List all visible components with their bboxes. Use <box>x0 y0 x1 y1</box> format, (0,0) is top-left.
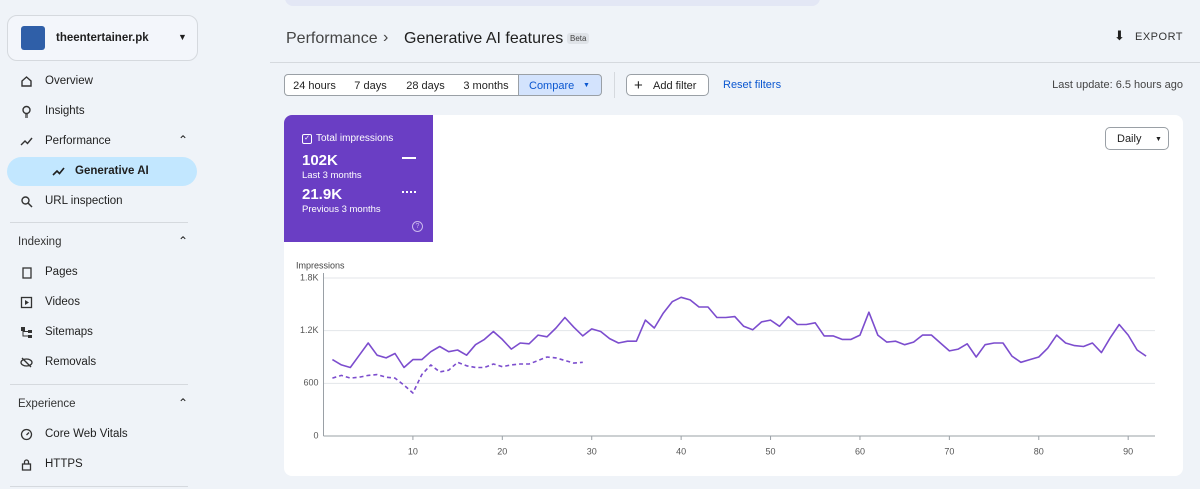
add-filter[interactable]: + Add filter <box>626 74 709 96</box>
divider <box>10 222 188 223</box>
x-tick-label: 50 <box>766 446 776 456</box>
x-tick-label: 40 <box>676 446 686 456</box>
y-axis-label: Impressions <box>296 260 345 270</box>
last-update: Last update: 6.5 hours ago <box>1052 79 1183 91</box>
dropdown-arrow: ▼ <box>583 82 590 89</box>
export-icon[interactable]: ⬇ <box>1114 28 1125 43</box>
divider <box>10 486 188 487</box>
nav-item-active[interactable]: Generative AI <box>75 165 149 177</box>
add-filter-label: Add filter <box>653 80 697 92</box>
icon-removals <box>20 357 33 368</box>
legend-entry: Previous 3 months <box>302 204 381 215</box>
collapse-arrow[interactable]: ⌃ <box>178 396 189 410</box>
x-tick-label: 70 <box>944 446 954 456</box>
chart: Impressions 0 600 1.2K 1.8K 10 20 30 40 50 60 70 80… <box>296 260 1155 456</box>
granularity-label: Daily <box>1117 133 1142 145</box>
series-line <box>331 296 1147 369</box>
icon-search <box>21 196 33 208</box>
nav-item[interactable]: Core Web Vitals <box>45 428 128 440</box>
icon-sitemap <box>21 327 32 338</box>
section-title[interactable]: Indexing <box>18 236 62 248</box>
metric-current: 102K <box>302 152 338 169</box>
nav-item[interactable]: Videos <box>45 296 80 308</box>
icon-trend <box>20 137 33 146</box>
collapse-arrow[interactable]: ⌃ <box>178 234 189 248</box>
chart-panel <box>284 115 1183 476</box>
y-tick-label: 1.2K <box>300 325 319 335</box>
page-title: Generative AI features <box>404 30 564 47</box>
checkbox[interactable]: ✓ <box>302 134 312 144</box>
breadcrumb[interactable]: Performance <box>286 30 378 47</box>
legend-dashed <box>402 191 416 193</box>
range-chip[interactable]: 3 months <box>454 74 519 96</box>
nav-item[interactable]: Removals <box>45 356 97 368</box>
y-tick-label: 0 <box>313 430 318 440</box>
range-chip[interactable]: 24 hours <box>284 74 345 96</box>
dropdown-arrow: ▼ <box>1155 136 1162 143</box>
x-tick-label: 90 <box>1123 446 1133 456</box>
separator <box>614 72 615 98</box>
legend-solid <box>402 157 416 159</box>
series-line <box>332 356 583 394</box>
y-tick-label: 1.8K <box>300 272 319 282</box>
divider <box>10 384 188 385</box>
property-name: theentertainer.pk <box>56 32 149 44</box>
header-divider <box>270 62 1200 63</box>
property-selector[interactable]: theentertainer.pk ▼ <box>7 15 198 61</box>
site-icon <box>21 26 45 50</box>
help-icon[interactable]: ? <box>412 221 423 232</box>
nav-item[interactable]: Performance <box>45 135 111 147</box>
compare-chip[interactable]: Compare ▼ <box>518 74 602 96</box>
nav-item[interactable]: Insights <box>45 105 85 117</box>
plus-icon: + <box>634 77 643 94</box>
metric-previous: 21.9K <box>302 186 343 203</box>
export-button[interactable]: EXPORT <box>1135 31 1184 43</box>
icon-pages <box>22 267 32 279</box>
search-bar[interactable] <box>285 0 820 6</box>
reset-filters[interactable]: Reset filters <box>723 79 782 91</box>
range-chip[interactable]: 7 days <box>344 74 398 96</box>
metric-label: Total impressions <box>316 133 394 144</box>
y-tick-label: 600 <box>303 378 318 388</box>
icon-lock <box>21 459 32 471</box>
x-tick-label: 30 <box>587 446 597 456</box>
metric-card[interactable]: ✓ Total impressions 102K Last 3 months 2… <box>284 115 433 242</box>
nav-item[interactable]: Overview <box>45 75 93 87</box>
x-tick-label: 80 <box>1034 446 1044 456</box>
compare-label: Compare <box>529 80 575 92</box>
x-tick-label: 20 <box>497 446 507 456</box>
legend-entry: Last 3 months <box>302 170 362 181</box>
range-chip[interactable]: 28 days <box>397 74 455 96</box>
icon-home <box>21 76 32 87</box>
collapse-arrow[interactable]: ⌃ <box>178 133 189 147</box>
nav-item[interactable]: Pages <box>45 266 78 278</box>
icon-bulb <box>22 105 31 118</box>
icon-trend <box>52 167 65 176</box>
nav-item[interactable]: HTTPS <box>45 458 83 470</box>
granularity-select[interactable]: Daily ▼ <box>1105 127 1169 150</box>
active-item-bg <box>7 157 197 186</box>
icon-video <box>20 296 33 309</box>
dropdown-arrow: ▼ <box>178 32 187 42</box>
nav-item[interactable]: URL inspection <box>45 195 123 207</box>
icon-gauge <box>20 428 33 441</box>
breadcrumb-separator: › <box>383 29 389 46</box>
section-title[interactable]: Experience <box>18 398 76 410</box>
x-tick-label: 60 <box>855 446 865 456</box>
x-tick-label: 10 <box>408 446 418 456</box>
beta-badge: Beta <box>567 33 590 44</box>
nav-item[interactable]: Sitemaps <box>45 326 93 338</box>
